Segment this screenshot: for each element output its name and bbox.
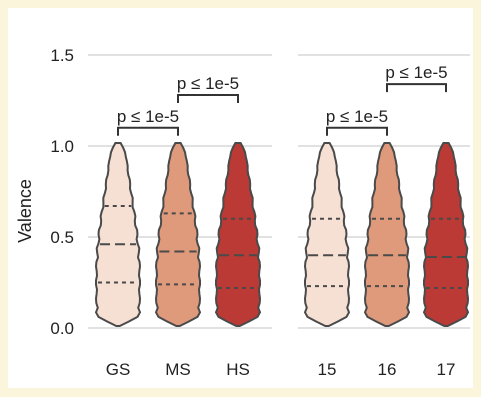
y-tick-label: 1.5 [50, 46, 74, 65]
y-tick-label: 0.5 [50, 228, 74, 247]
p-value-label: p ≤ 1e-5 [117, 107, 179, 126]
y-tick-label: 1.0 [50, 137, 74, 156]
x-tick-label: MS [165, 360, 191, 379]
violin-17 [422, 142, 470, 327]
significance-bracket [177, 94, 239, 104]
significance-bracket [326, 126, 388, 136]
violin-MS [154, 142, 202, 327]
violin-GS [94, 142, 142, 327]
violin-16 [363, 142, 411, 327]
x-tick-label: HS [226, 360, 250, 379]
violin-HS [214, 142, 262, 327]
p-value-label: p ≤ 1e-5 [326, 107, 388, 126]
x-tick-label: 15 [318, 360, 337, 379]
p-value-label: p ≤ 1e-5 [385, 63, 447, 82]
significance-bracket [386, 83, 447, 93]
violin-15 [303, 142, 351, 327]
y-axis-label: Valence [15, 179, 35, 243]
x-tick-label: 16 [378, 360, 397, 379]
significance-bracket [117, 126, 179, 136]
axes-layer: 0.0 0.5 1.0 1.5 GS MS HS p ≤ 1e-5 p ≤ 1e-5 15 16 17… [50, 46, 470, 379]
y-tick-label: 0.0 [50, 319, 74, 338]
x-tick-label: 17 [437, 360, 456, 379]
x-tick-label: GS [106, 360, 131, 379]
p-value-label: p ≤ 1e-5 [177, 74, 239, 93]
